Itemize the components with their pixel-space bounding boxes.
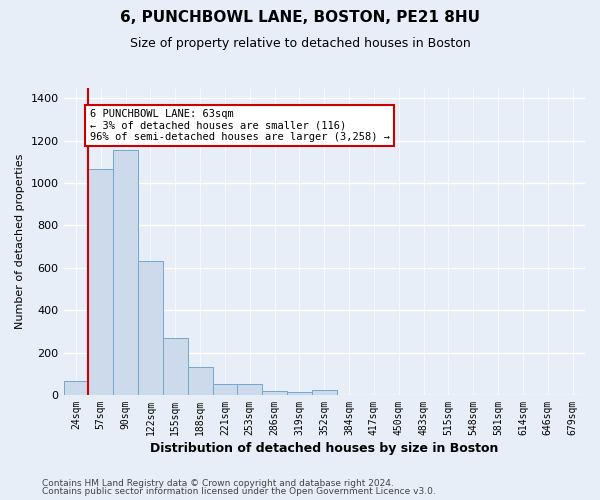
Bar: [287, 392, 312, 395]
Bar: [188, 368, 212, 395]
Y-axis label: Number of detached properties: Number of detached properties: [15, 154, 25, 329]
Bar: [64, 381, 88, 395]
Bar: [113, 150, 138, 395]
Bar: [312, 390, 337, 395]
Bar: [138, 262, 163, 395]
Bar: [262, 390, 287, 395]
Bar: [88, 169, 113, 395]
Text: 6 PUNCHBOWL LANE: 63sqm
← 3% of detached houses are smaller (116)
96% of semi-de: 6 PUNCHBOWL LANE: 63sqm ← 3% of detached…: [89, 108, 389, 142]
Text: Contains HM Land Registry data © Crown copyright and database right 2024.: Contains HM Land Registry data © Crown c…: [42, 478, 394, 488]
Text: Size of property relative to detached houses in Boston: Size of property relative to detached ho…: [130, 38, 470, 51]
Bar: [212, 384, 238, 395]
Text: Contains public sector information licensed under the Open Government Licence v3: Contains public sector information licen…: [42, 487, 436, 496]
X-axis label: Distribution of detached houses by size in Boston: Distribution of detached houses by size …: [150, 442, 499, 455]
Bar: [163, 338, 188, 395]
Text: 6, PUNCHBOWL LANE, BOSTON, PE21 8HU: 6, PUNCHBOWL LANE, BOSTON, PE21 8HU: [120, 10, 480, 25]
Bar: [238, 384, 262, 395]
